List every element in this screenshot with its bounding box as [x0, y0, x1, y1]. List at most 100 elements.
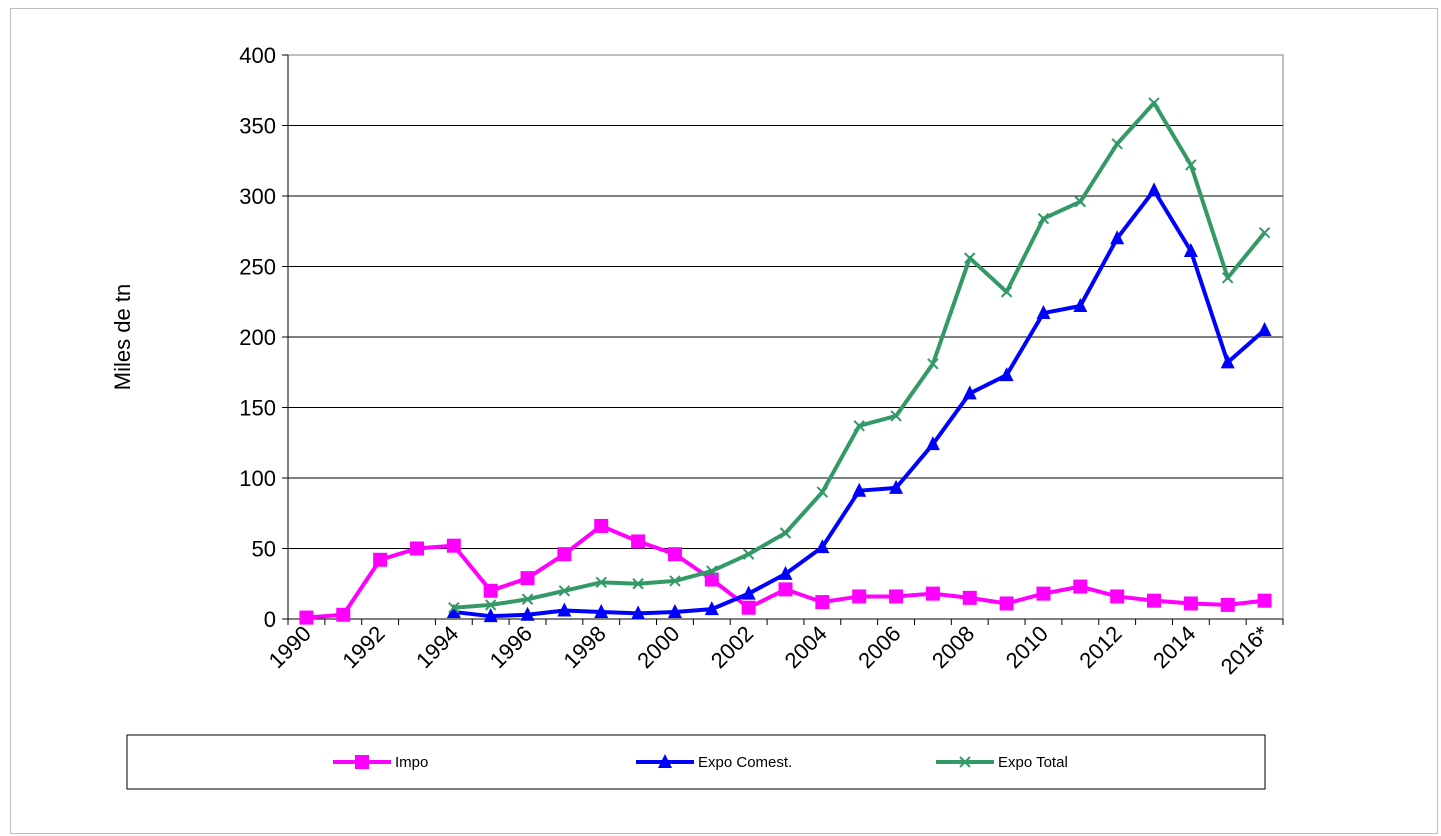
y-axis-title: Miles de tn [110, 284, 135, 390]
data-point [890, 410, 902, 422]
series-line [453, 100, 1267, 610]
data-point [373, 552, 388, 567]
data-point [1257, 593, 1272, 608]
legend-item-expo-total: Expo Total [936, 754, 1068, 771]
series-group [299, 97, 1272, 625]
legend-label: Expo Comest. [698, 754, 792, 771]
legend-box [126, 734, 1266, 790]
data-point [741, 585, 756, 600]
marker-stroke [959, 756, 971, 768]
data-point [999, 367, 1014, 382]
data-point [446, 538, 461, 553]
legend-label: Impo [395, 754, 428, 771]
data-point [779, 527, 792, 539]
data-point [964, 252, 976, 264]
data-point [669, 575, 681, 587]
data-point [1111, 138, 1123, 150]
x-tick-label: 2012 [1074, 621, 1126, 673]
data-point [853, 420, 865, 432]
data-point [632, 578, 644, 590]
y-tick-label: 200 [239, 325, 276, 350]
data-point [409, 541, 424, 556]
marker-stroke [632, 578, 644, 590]
series-expo-comest [446, 182, 1272, 623]
marker-stroke [558, 585, 571, 597]
y-tick-label: 150 [239, 396, 276, 421]
y-tick-label: 100 [239, 466, 276, 491]
x-tick-label: 1998 [558, 621, 610, 673]
legend-marker [658, 754, 672, 768]
marker-stroke [779, 527, 792, 539]
legend-item-expo-comest: Expo Comest. [636, 754, 792, 771]
series-line [453, 188, 1266, 619]
data-point [299, 610, 314, 625]
x-tick-label: 2016* [1216, 621, 1275, 680]
marker-stroke [1185, 159, 1197, 171]
data-point [446, 603, 461, 618]
data-point [778, 565, 793, 580]
marker-stroke [1222, 272, 1234, 284]
data-point [520, 571, 535, 586]
data-point [336, 607, 351, 622]
marker-stroke [1074, 195, 1087, 208]
data-point [521, 593, 534, 605]
data-point [927, 358, 939, 370]
data-point [1220, 354, 1235, 369]
data-point [704, 601, 719, 616]
y-tick-label: 250 [239, 255, 276, 280]
data-point [1110, 589, 1125, 604]
marker-stroke [1111, 138, 1123, 150]
data-point [1257, 321, 1272, 336]
data-point [1036, 305, 1051, 320]
x-tick-label: 2002 [706, 621, 758, 673]
data-point [483, 583, 498, 598]
data-point [741, 600, 756, 615]
data-point [962, 385, 977, 400]
marker-stroke [448, 602, 460, 614]
data-point [816, 486, 829, 498]
legend-marker [355, 755, 369, 769]
data-point [594, 518, 609, 533]
marker-stroke [484, 599, 497, 611]
x-tick-label: 2006 [853, 621, 905, 673]
marker-stroke [816, 486, 829, 498]
marker-stroke [669, 575, 681, 587]
marker-stroke [595, 576, 607, 589]
data-point [483, 608, 498, 623]
marker-stroke [706, 565, 718, 577]
x-axis-ticks: 1990 1992 1994 1996 1998 2000 2002 2004 2006 2008… [264, 619, 1284, 680]
gridlines [288, 54, 1283, 549]
data-point [631, 605, 646, 620]
marker-stroke [1000, 286, 1013, 298]
y-tick-label: 400 [239, 43, 276, 68]
data-point [558, 585, 571, 597]
data-point [1148, 97, 1160, 109]
legend-item-impo: Impo [333, 754, 428, 771]
marker-stroke [964, 252, 976, 264]
data-point [999, 596, 1014, 611]
data-point [557, 547, 572, 562]
data-point [815, 595, 830, 610]
data-point [448, 602, 460, 614]
marker-stroke [1148, 97, 1160, 109]
data-point [962, 590, 977, 605]
marker-stroke [1037, 212, 1050, 225]
data-point [1220, 597, 1235, 612]
data-point [1183, 596, 1198, 611]
marker-stroke [890, 410, 902, 422]
series-expo-total [448, 97, 1271, 614]
data-point [852, 482, 867, 497]
data-point [925, 436, 940, 451]
data-point [1073, 579, 1088, 594]
data-point [925, 586, 940, 601]
data-point [1185, 159, 1197, 171]
data-point [1222, 272, 1234, 284]
legend-label: Expo Total [998, 754, 1068, 771]
data-point [667, 547, 682, 562]
data-point [595, 576, 607, 589]
data-point [889, 479, 904, 494]
data-point [1037, 212, 1050, 225]
data-point [484, 599, 497, 611]
y-axis-ticks: 0 50 100 150 200 250 300 350 400 [239, 43, 288, 632]
